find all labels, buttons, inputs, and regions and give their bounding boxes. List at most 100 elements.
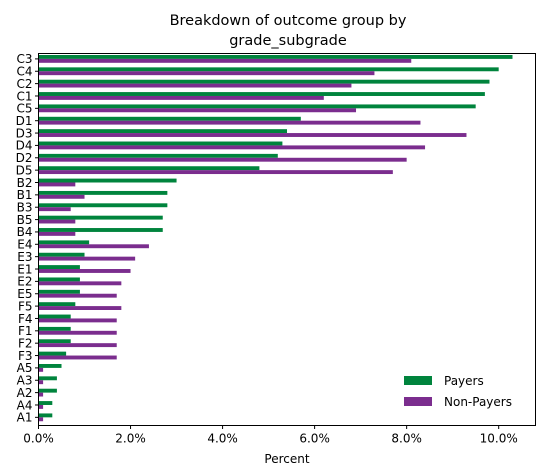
y-tick-label: E4 (17, 238, 32, 252)
bar-payers-E1 (38, 265, 80, 270)
bar-non-payers-A4 (38, 404, 44, 409)
bar-non-payers-B1 (38, 194, 85, 199)
x-axis-label: Percent (264, 452, 309, 466)
y-tick-label: A3 (17, 374, 33, 388)
x-tick-label: 2.0% (115, 432, 146, 446)
y-tick-label: C4 (16, 65, 32, 79)
y-tick-label: A2 (17, 386, 33, 400)
bar-payers-F1 (38, 326, 71, 331)
y-tick-label: E5 (17, 287, 32, 301)
bar-payers-A5 (38, 364, 62, 368)
bar-payers-E2 (38, 277, 80, 282)
bar-non-payers-C5 (38, 108, 357, 113)
bars-group (38, 55, 513, 422)
plot-frame (38, 53, 536, 426)
x-tick-label: 0.0% (23, 432, 54, 446)
y-tick-label: D1 (16, 114, 33, 128)
bar-non-payers-C1 (38, 95, 324, 100)
y-tick-label: B5 (17, 213, 33, 227)
bar-non-payers-C2 (38, 83, 352, 88)
y-tick-label: C1 (16, 89, 32, 103)
y-tick-label: F1 (18, 324, 33, 338)
bar-payers-A1 (38, 413, 53, 418)
bar-payers-A2 (38, 388, 57, 393)
y-tick-label: D2 (16, 151, 33, 165)
y-tick-label: B4 (17, 225, 33, 239)
bar-payers-C4 (38, 67, 499, 72)
y-tick-label: E2 (17, 275, 32, 289)
bar-non-payers-F4 (38, 318, 117, 323)
bar-payers-F5 (38, 302, 76, 307)
bar-payers-C1 (38, 92, 485, 96)
y-tick-label: A5 (17, 361, 33, 375)
bar-non-payers-A2 (38, 392, 44, 397)
bar-payers-D4 (38, 141, 283, 146)
bar-non-payers-B5 (38, 219, 76, 224)
y-tick-label: C2 (16, 77, 32, 91)
bar-payers-D3 (38, 129, 287, 134)
bar-non-payers-C3 (38, 58, 412, 63)
bar-non-payers-A1 (38, 417, 44, 422)
x-axis-ticks: 0.0% 2.0% 4.0% 6.0% 8.0% 10.0% (23, 425, 518, 446)
bar-payers-C5 (38, 104, 476, 109)
y-tick-label: F3 (18, 349, 33, 363)
bar-payers-F2 (38, 339, 71, 344)
bar-payers-B1 (38, 190, 168, 195)
bar-non-payers-F2 (38, 343, 117, 348)
x-tick-label: 4.0% (207, 432, 238, 446)
y-tick-label: F4 (18, 312, 33, 326)
bar-payers-B5 (38, 215, 163, 220)
legend: Payers Non-Payers (404, 374, 512, 409)
y-tick-label: B3 (17, 201, 33, 215)
chart-title-line-1: Breakdown of outcome group by (170, 13, 407, 29)
y-tick-label: F5 (18, 299, 33, 313)
bar-non-payers-D1 (38, 120, 421, 125)
bar-non-payers-D4 (38, 145, 426, 150)
y-tick-label: A4 (17, 398, 33, 412)
bar-payers-F3 (38, 351, 67, 356)
bar-payers-A3 (38, 376, 57, 381)
y-tick-label: C3 (16, 52, 32, 66)
y-tick-label: B1 (17, 188, 33, 202)
bar-non-payers-E3 (38, 256, 136, 261)
legend-label-non-payers: Non-Payers (444, 395, 512, 409)
x-tick-label: 6.0% (299, 432, 330, 446)
x-tick-label: 8.0% (391, 432, 422, 446)
y-tick-label: B2 (17, 176, 33, 190)
legend-swatch-non-payers (404, 397, 432, 406)
bar-non-payers-B4 (38, 231, 76, 236)
bar-non-payers-B3 (38, 207, 71, 212)
y-tick-label: C5 (16, 102, 32, 116)
bar-non-payers-C4 (38, 71, 375, 76)
bar-payers-D5 (38, 166, 260, 171)
bar-payers-D2 (38, 153, 278, 158)
bar-non-payers-E1 (38, 269, 131, 273)
bar-non-payers-A5 (38, 367, 44, 372)
bar-payers-E3 (38, 252, 85, 257)
bar-payers-C2 (38, 79, 490, 84)
bar-payers-E4 (38, 240, 90, 245)
y-tick-label: A1 (17, 411, 33, 425)
bar-non-payers-D3 (38, 133, 467, 137)
bar-payers-F4 (38, 314, 71, 319)
legend-label-payers: Payers (444, 374, 484, 388)
y-tick-label: D3 (16, 126, 33, 140)
bar-payers-B3 (38, 203, 168, 208)
x-tick-label: 10.0% (480, 432, 518, 446)
bar-payers-A4 (38, 401, 53, 405)
legend-swatch-payers (404, 376, 432, 385)
bar-non-payers-A3 (38, 380, 44, 385)
bar-non-payers-E5 (38, 293, 117, 298)
bar-non-payers-D2 (38, 157, 407, 162)
y-axis-ticks: C3C4C2C1C5D1D3D4D2D5B2B1B3B5B4E4E3E1E2E5… (16, 52, 39, 425)
bar-non-payers-F3 (38, 355, 117, 360)
y-tick-label: D4 (16, 139, 33, 153)
y-tick-label: E1 (17, 262, 32, 276)
bar-payers-B2 (38, 178, 177, 183)
y-tick-label: E3 (17, 250, 32, 264)
bar-payers-E5 (38, 289, 80, 294)
bar-non-payers-F5 (38, 306, 122, 310)
bar-non-payers-D5 (38, 170, 393, 175)
bar-payers-B4 (38, 228, 163, 232)
